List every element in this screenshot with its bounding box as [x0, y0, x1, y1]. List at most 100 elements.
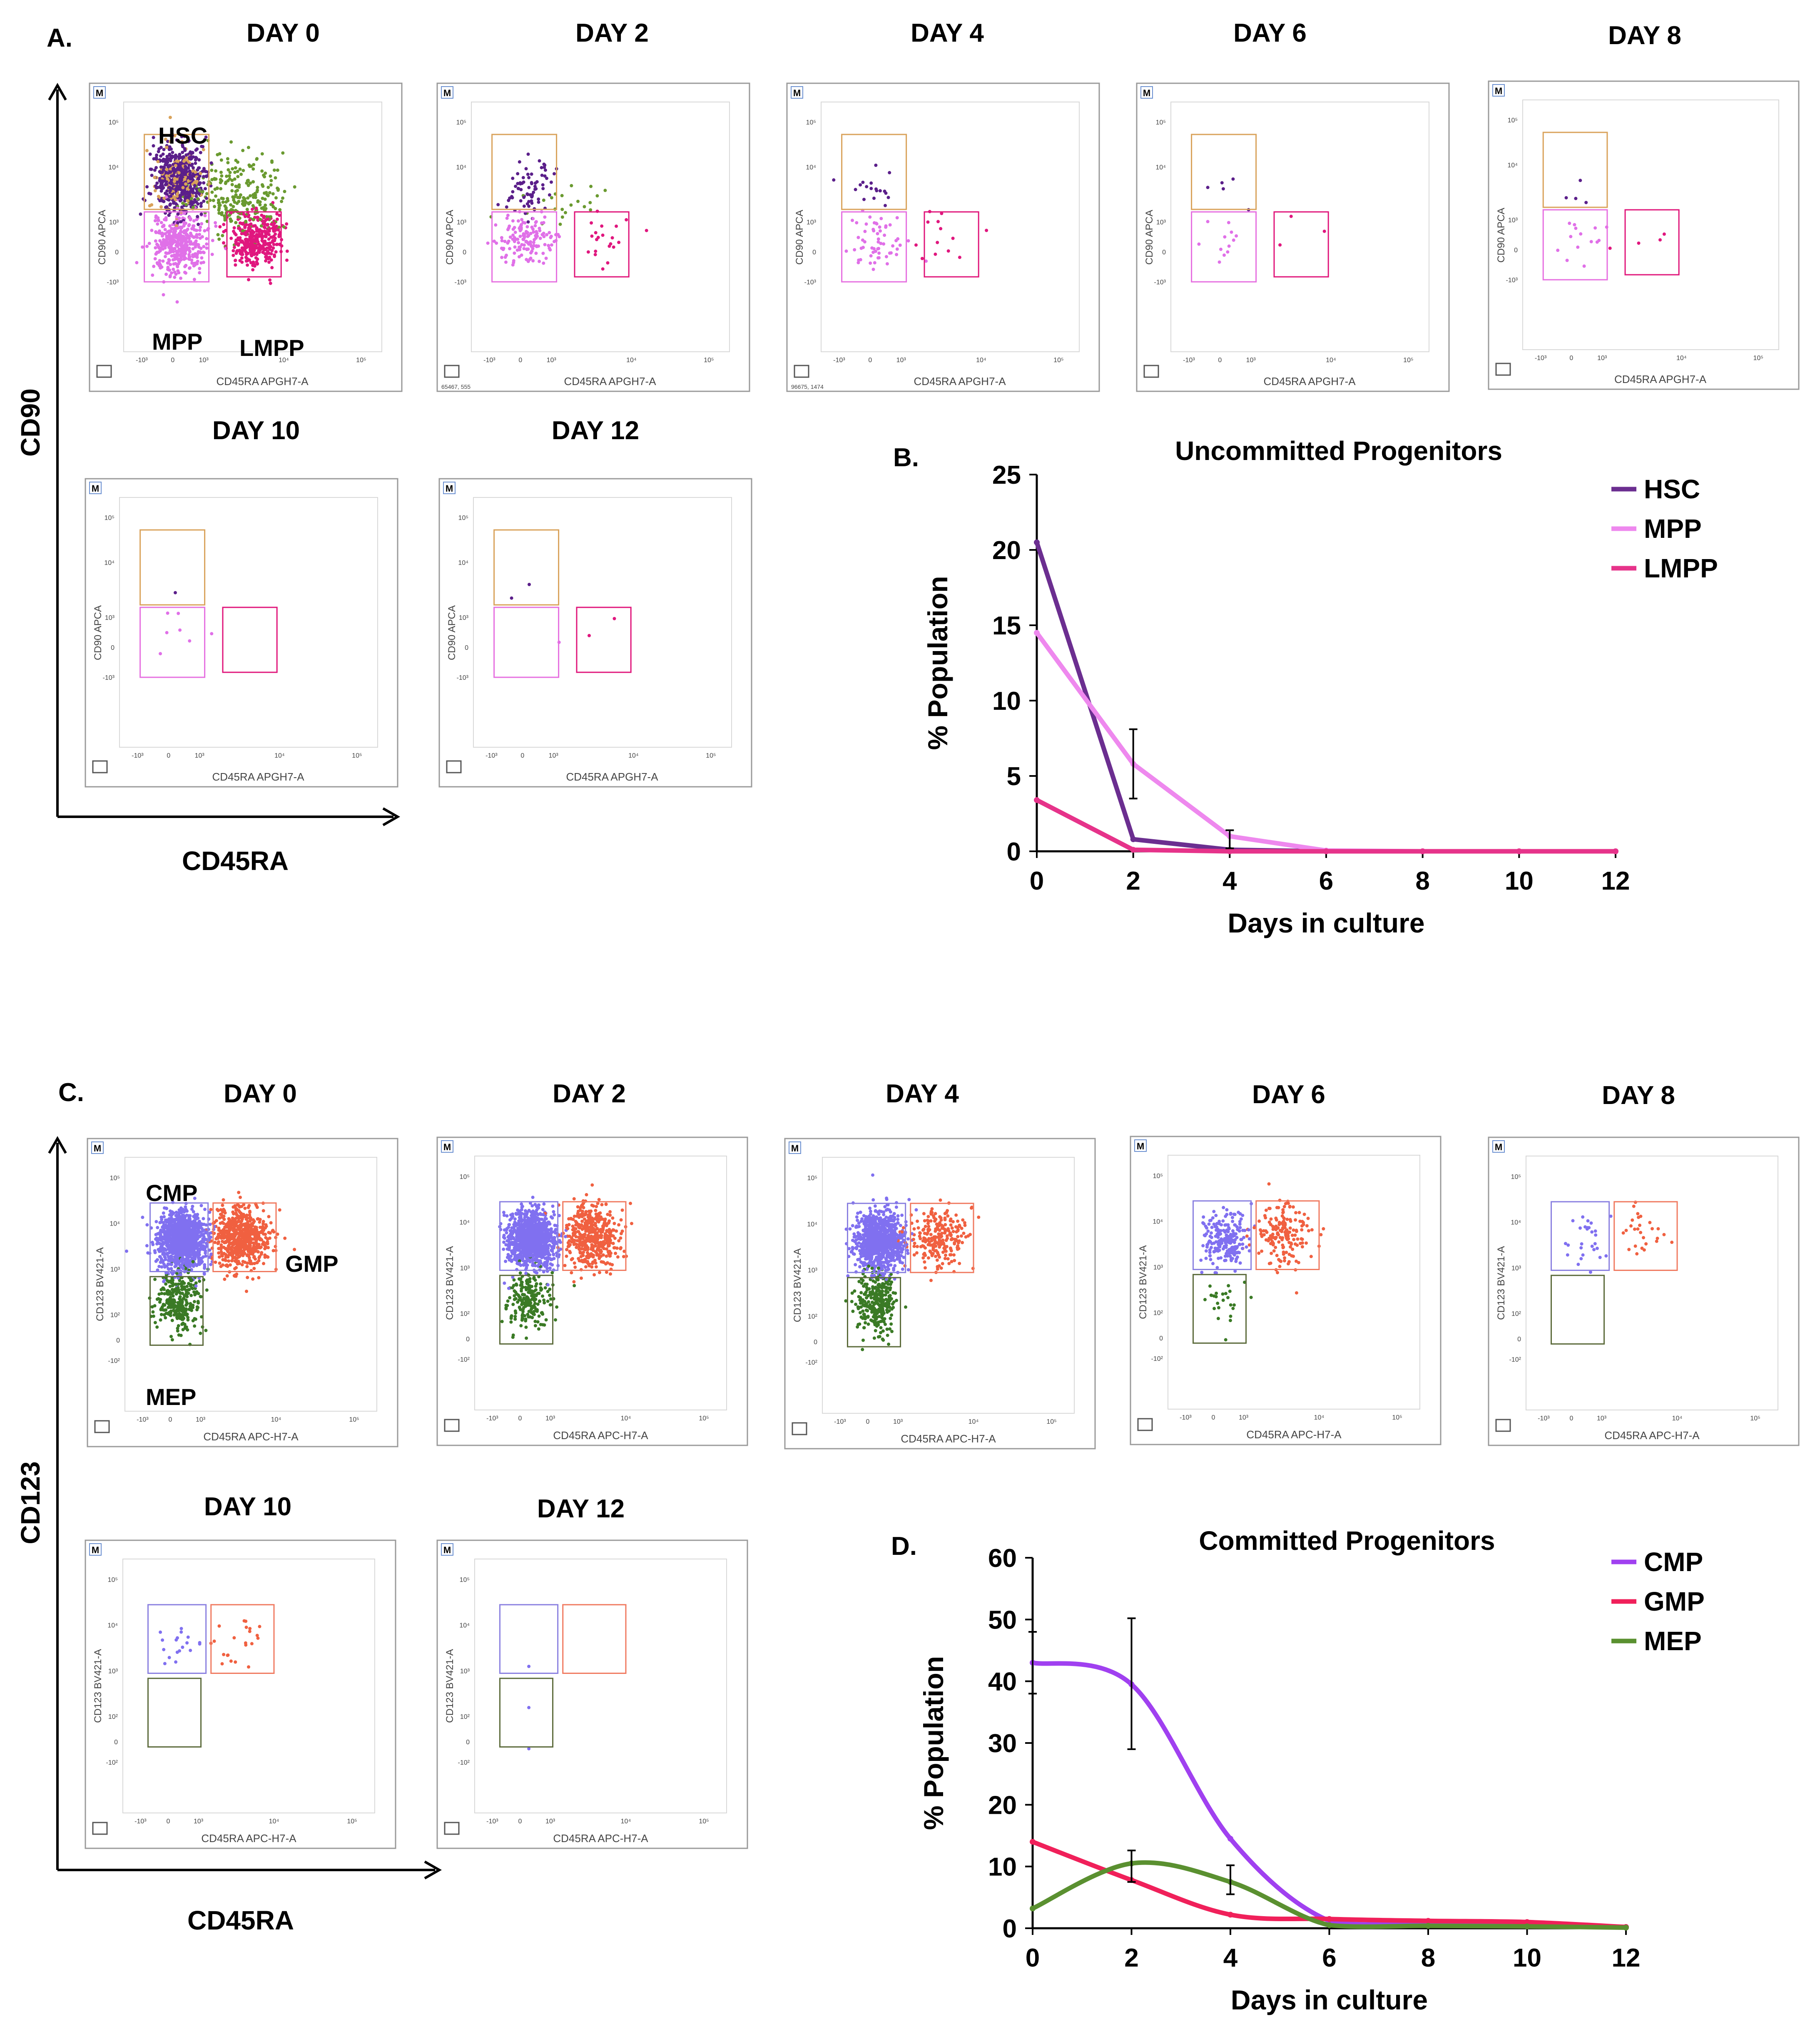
- event-dot: [167, 268, 170, 271]
- x-tick: -10³: [483, 357, 495, 364]
- event-dot: [263, 234, 266, 238]
- event-dot: [162, 186, 165, 189]
- plot-frame: [786, 82, 1100, 392]
- event-dot: [1579, 232, 1583, 236]
- event-dot: [251, 207, 254, 211]
- event-dot: [188, 255, 192, 259]
- event-dot: [222, 1198, 225, 1202]
- event-dot: [564, 211, 567, 214]
- event-dot: [246, 1232, 250, 1236]
- event-dot: [184, 264, 188, 267]
- event-dot: [267, 260, 271, 264]
- event-dot: [601, 267, 605, 271]
- event-dot: [1197, 242, 1201, 246]
- event-dot: [236, 160, 239, 164]
- plot-frame: [89, 82, 403, 392]
- event-dot: [184, 164, 187, 168]
- event-dot: [193, 263, 197, 267]
- event-dot: [252, 224, 256, 228]
- event-dot: [225, 1229, 229, 1233]
- event-dot: [179, 181, 183, 184]
- event-dot: [231, 195, 235, 199]
- x-tick: 0: [1218, 357, 1222, 364]
- event-dot: [534, 251, 538, 255]
- event-dot: [181, 1258, 184, 1261]
- event-dot: [875, 189, 879, 193]
- event-dot: [262, 214, 266, 218]
- event-dot: [154, 156, 158, 159]
- event-dot: [198, 267, 202, 270]
- day-title: DAY 0: [224, 1079, 297, 1108]
- event-dot: [590, 234, 594, 238]
- event-dot: [594, 231, 598, 234]
- event-dot: [889, 251, 893, 255]
- event-dot: [877, 247, 881, 250]
- event-dot: [276, 188, 280, 192]
- event-dot: [135, 261, 139, 264]
- event-dot: [869, 181, 873, 185]
- event-dot: [231, 167, 234, 171]
- event-dot: [177, 612, 180, 615]
- event-dot: [542, 199, 545, 202]
- event-dot: [258, 200, 262, 204]
- event-dot: [596, 236, 600, 239]
- event-dot: [190, 1220, 194, 1224]
- event-dot: [188, 173, 192, 177]
- event-dot: [192, 219, 196, 223]
- event-dot: [560, 215, 564, 219]
- y-tick: 10⁴: [456, 164, 466, 171]
- event-dot: [240, 232, 244, 236]
- event-dot: [500, 236, 503, 239]
- event-dot: [234, 259, 237, 262]
- event-dot: [180, 1243, 184, 1246]
- event-dot: [241, 1254, 245, 1257]
- event-dot: [170, 1318, 174, 1322]
- event-dot: [175, 300, 179, 304]
- event-dot: [645, 229, 648, 232]
- x-tick: 10³: [1597, 355, 1607, 362]
- event-dot: [526, 172, 530, 176]
- plot-x-label: CD45RA APGH7-A: [566, 771, 658, 783]
- x-tick: 10³: [199, 357, 209, 364]
- event-dot: [177, 1324, 180, 1328]
- event-dot: [261, 1222, 265, 1226]
- event-dot: [200, 256, 204, 260]
- event-dot: [525, 258, 528, 261]
- event-dot: [180, 135, 184, 139]
- event-dot: [601, 234, 605, 237]
- y-tick: 10⁵: [460, 1174, 470, 1181]
- event-dot: [188, 266, 191, 270]
- event-dot: [186, 235, 190, 239]
- event-dot: [195, 179, 199, 183]
- event-dot: [906, 239, 910, 243]
- event-dot: [182, 1316, 186, 1320]
- panel-a-axis-arrows: [48, 82, 401, 826]
- event-dot: [531, 259, 535, 263]
- event-dot: [257, 1243, 261, 1246]
- event-dot: [223, 204, 227, 208]
- event-dot: [530, 201, 534, 205]
- gate-label-lmpp: LMPP: [239, 335, 304, 361]
- event-dot: [248, 1260, 252, 1264]
- event-dot: [266, 217, 270, 221]
- event-dot: [1608, 246, 1612, 250]
- event-dot: [210, 253, 214, 256]
- event-dot: [196, 259, 199, 263]
- event-dot: [159, 165, 163, 169]
- event-dot: [216, 1242, 220, 1245]
- event-dot: [185, 1209, 189, 1213]
- event-dot: [159, 205, 163, 209]
- event-dot: [283, 190, 286, 193]
- event-dot: [589, 184, 593, 188]
- x-tick: 10⁵: [704, 357, 714, 364]
- event-dot: [198, 181, 202, 185]
- event-dot: [178, 1306, 182, 1310]
- event-dot: [173, 1223, 177, 1227]
- event-dot: [511, 190, 515, 194]
- event-dot: [518, 245, 522, 249]
- event-dot: [145, 1244, 149, 1248]
- event-dot: [179, 1273, 182, 1276]
- event-dot: [871, 268, 875, 271]
- event-dot: [252, 1267, 256, 1271]
